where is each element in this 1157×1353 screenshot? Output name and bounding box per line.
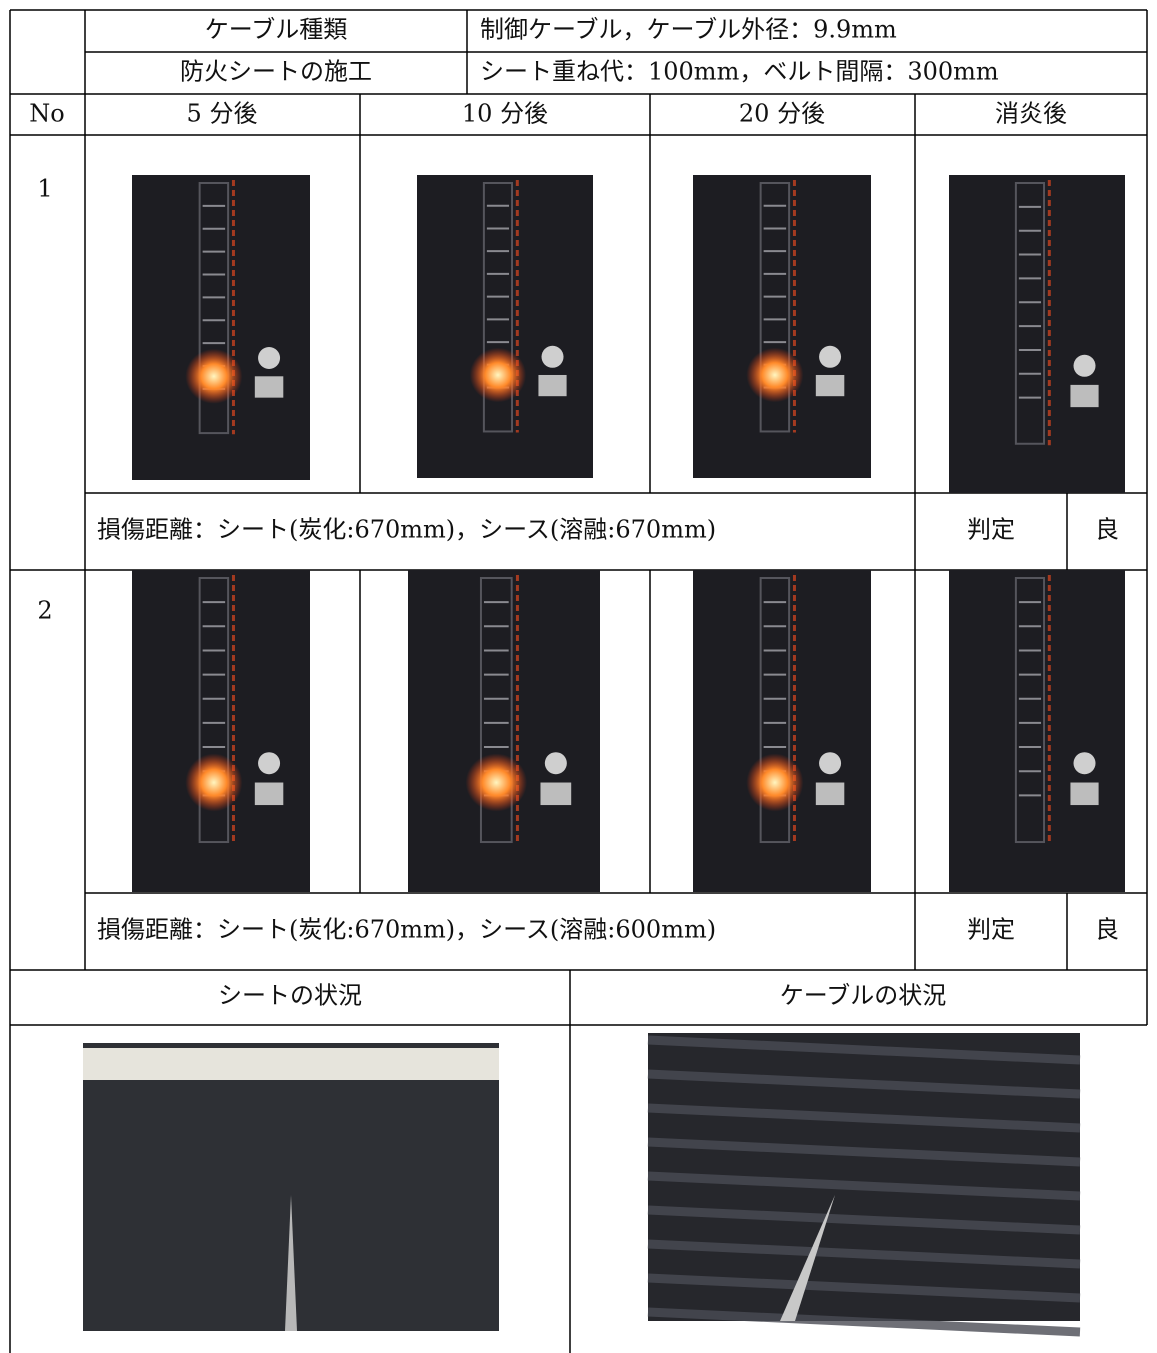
cable bbox=[647, 1239, 1081, 1269]
damage: 損傷距離：シート(炭化:670mm)，シース(溶融:600mm) bbox=[97, 916, 716, 944]
ladder bbox=[1014, 577, 1046, 844]
photo-bg bbox=[693, 175, 871, 478]
ladder bbox=[1014, 182, 1046, 445]
plate bbox=[540, 782, 572, 806]
ladder bbox=[759, 182, 791, 433]
gauge bbox=[541, 345, 564, 368]
section-header: ケーブルの状況 bbox=[780, 982, 947, 1010]
photo bbox=[647, 1033, 1081, 1337]
photo-bg bbox=[949, 175, 1125, 493]
photo bbox=[693, 570, 871, 892]
header-value: 制御ケーブル，ケーブル外径：9.9mm bbox=[480, 16, 897, 44]
cable bbox=[647, 1035, 1081, 1065]
plate bbox=[1070, 384, 1099, 408]
photo-bg bbox=[417, 175, 593, 478]
test-no: 2 bbox=[37, 597, 52, 625]
column-header: 10 分後 bbox=[462, 100, 548, 128]
cable bbox=[647, 1103, 1081, 1133]
section-header: シートの状況 bbox=[218, 982, 362, 1010]
header-label: 防火シートの施工 bbox=[180, 58, 372, 86]
fire bbox=[746, 347, 804, 403]
plate bbox=[254, 376, 284, 398]
gauge bbox=[819, 345, 842, 368]
judgment: 良 bbox=[1095, 916, 1119, 944]
plate bbox=[815, 374, 845, 397]
cable bbox=[647, 1307, 1081, 1337]
gauge bbox=[258, 347, 281, 369]
photo bbox=[83, 1043, 499, 1331]
cable bbox=[647, 1137, 1081, 1167]
texts: ケーブル種類 制御ケーブル，ケーブル外径：9.9mm 防火シートの施工 シート重… bbox=[29, 16, 1119, 1010]
photo bbox=[408, 570, 600, 892]
judgment-label: 判定 bbox=[967, 916, 1015, 944]
test-no: 1 bbox=[37, 175, 52, 203]
plate bbox=[815, 782, 845, 806]
photo bbox=[693, 175, 871, 478]
column-header: No bbox=[29, 100, 64, 128]
header-value: シート重ね代：100mm，ベルト間隔：300mm bbox=[480, 58, 999, 86]
damage: 損傷距離：シート(炭化:670mm)，シース(溶融:670mm) bbox=[97, 516, 716, 544]
cable bbox=[647, 1205, 1081, 1235]
needle bbox=[780, 1195, 835, 1321]
ladder bbox=[198, 182, 230, 435]
photo-bg bbox=[132, 175, 310, 480]
cable bbox=[647, 1273, 1081, 1303]
photo-bg bbox=[408, 570, 600, 892]
photos bbox=[83, 175, 1125, 1337]
fire bbox=[185, 753, 243, 812]
column-header: 5 分後 bbox=[187, 100, 258, 128]
ladder bbox=[479, 577, 513, 844]
plate bbox=[1070, 782, 1099, 806]
column-header: 消炎後 bbox=[995, 100, 1067, 128]
cable bbox=[647, 1069, 1081, 1099]
photo-bg bbox=[949, 570, 1125, 892]
judgment-label: 判定 bbox=[967, 516, 1015, 544]
gauge bbox=[1073, 354, 1096, 377]
gauge bbox=[258, 752, 281, 775]
photo-bg bbox=[693, 570, 871, 892]
fire bbox=[465, 753, 528, 812]
needle bbox=[285, 1195, 297, 1331]
judgment: 良 bbox=[1095, 516, 1119, 544]
photo bbox=[949, 175, 1125, 493]
gauge bbox=[819, 752, 842, 775]
column-header: 20 分後 bbox=[739, 100, 825, 128]
ruler bbox=[83, 1048, 499, 1080]
gauge bbox=[1073, 752, 1096, 775]
photo bbox=[132, 570, 310, 892]
plate bbox=[538, 374, 567, 397]
photo-bg bbox=[132, 570, 310, 892]
fire bbox=[185, 348, 243, 404]
header-label: ケーブル種類 bbox=[205, 16, 348, 44]
ladder bbox=[482, 182, 514, 433]
cable bbox=[647, 1171, 1081, 1201]
ladder bbox=[759, 577, 791, 844]
fire bbox=[469, 347, 527, 403]
ladder bbox=[198, 577, 230, 844]
photo bbox=[132, 175, 310, 480]
plate bbox=[254, 782, 284, 806]
fire bbox=[746, 753, 804, 812]
photo bbox=[949, 570, 1125, 892]
photo bbox=[417, 175, 593, 478]
gauge bbox=[544, 752, 567, 775]
